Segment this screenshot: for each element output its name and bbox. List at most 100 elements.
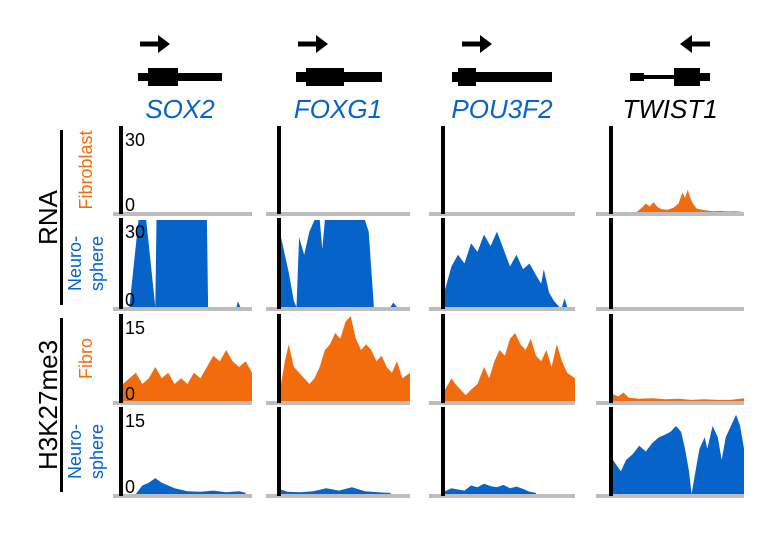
gene-utr (630, 73, 644, 81)
y-axis (441, 218, 445, 309)
row-label-2: Fibro (76, 338, 96, 379)
signal-area (613, 414, 744, 494)
track-baseline (596, 307, 744, 311)
track-3-twist1 (596, 407, 744, 498)
group-label-1: H3K27me3 (33, 340, 63, 470)
track-baseline (429, 212, 575, 216)
gene-intron (644, 75, 674, 79)
track-baseline (113, 307, 252, 311)
track-baseline (266, 401, 410, 405)
y-tick-max-label: 30 (125, 222, 145, 242)
y-axis (277, 314, 281, 403)
y-tick-zero-label: 0 (125, 290, 135, 310)
gene-utr (452, 72, 552, 82)
track-0-foxg1 (266, 126, 410, 216)
signal-area (613, 392, 744, 401)
track-baseline (429, 307, 575, 311)
gene-twist1: TWIST1 (622, 35, 718, 124)
signal-area (445, 483, 536, 494)
track-baseline (596, 212, 744, 216)
gene-models: SOX2 FOXG1 POU3F2 TWIST1 (138, 35, 718, 124)
row-labels: FibroblastNeuro-sphereFibroNeuro-sphereR… (33, 130, 107, 492)
row-label-line: sphere (87, 424, 107, 479)
strand-arrow-head (316, 35, 328, 53)
row-label-1: Neuro-sphere (65, 236, 107, 291)
gene-utr (138, 73, 222, 81)
row-label-line: Fibro (76, 338, 96, 379)
row-label-line: Neuro- (65, 236, 85, 291)
y-axis (119, 407, 123, 496)
y-axis (119, 126, 123, 214)
row-label-3: Neuro-sphere (65, 424, 107, 479)
track-baseline (596, 401, 744, 405)
y-tick-max-label: 15 (125, 318, 145, 338)
track-baseline (266, 494, 410, 498)
gene-pou3f2: POU3F2 (451, 35, 553, 124)
gene-name-label: POU3F2 (451, 94, 553, 124)
y-tick-max-label: 15 (125, 411, 145, 431)
strand-arrow-head (680, 35, 692, 53)
track-baseline (596, 494, 744, 498)
y-axis (277, 126, 281, 214)
signal-area (636, 189, 744, 212)
track-2-twist1 (596, 314, 744, 405)
track-0-pou3f2 (429, 126, 575, 216)
signal-area (281, 316, 410, 401)
y-tick-zero-label: 0 (125, 195, 135, 215)
track-baseline (113, 401, 252, 405)
track-baseline (113, 212, 252, 216)
track-baseline (113, 494, 252, 498)
track-1-pou3f2 (429, 218, 575, 311)
track-3-foxg1 (266, 407, 410, 498)
track-baseline (266, 307, 410, 311)
row-label-line: Fibroblast (76, 130, 96, 209)
group-bracket (60, 318, 63, 492)
signal-area (445, 231, 568, 307)
y-axis (609, 314, 613, 403)
gene-exon (674, 68, 700, 86)
y-axis (119, 314, 123, 403)
track-0-twist1 (596, 126, 744, 216)
track-3-pou3f2 (429, 407, 575, 498)
track-2-pou3f2 (429, 314, 575, 405)
y-axis (277, 218, 281, 309)
track-baseline (429, 401, 575, 405)
y-axis (609, 407, 613, 496)
signal-area (281, 487, 391, 494)
track-3-sox2: 15 0 (113, 407, 252, 498)
gene-name-label: FOXG1 (294, 94, 382, 124)
row-label-line: sphere (87, 236, 107, 291)
track-1-sox2: 30 0 (113, 218, 252, 311)
strand-arrow-head (480, 35, 492, 53)
y-tick-max-label: 30 (125, 130, 145, 150)
y-axis (441, 407, 445, 496)
gene-name-label: SOX2 (145, 94, 215, 124)
gene-sox2: SOX2 (138, 35, 222, 124)
track-0-sox2: 30 0 (113, 126, 252, 216)
row-label-0: Fibroblast (76, 130, 96, 209)
group-label-text: H3K27me3 (33, 340, 63, 470)
gene-name-label: TWIST1 (622, 94, 717, 124)
y-axis (441, 314, 445, 403)
track-2-sox2: 15 0 (113, 314, 252, 405)
track-1-twist1 (596, 218, 744, 311)
strand-arrow-head (158, 35, 170, 53)
signal-area (123, 350, 252, 401)
y-tick-zero-label: 0 (125, 477, 135, 497)
row-label-line: Neuro- (65, 424, 85, 479)
y-axis (277, 407, 281, 496)
gene-exon (148, 68, 178, 86)
signal-area (129, 220, 241, 307)
y-axis (609, 218, 613, 309)
track-baseline (266, 212, 410, 216)
track-grid: 30 0 30 0 15 0 15 0 (113, 126, 744, 498)
group-bracket (60, 130, 63, 305)
group-label-text: RNA (33, 189, 63, 245)
y-axis (119, 218, 123, 309)
signal-area (135, 478, 246, 494)
gene-exon (458, 68, 476, 86)
gene-utr (700, 73, 710, 81)
y-axis (441, 126, 445, 214)
track-1-foxg1 (266, 218, 410, 311)
